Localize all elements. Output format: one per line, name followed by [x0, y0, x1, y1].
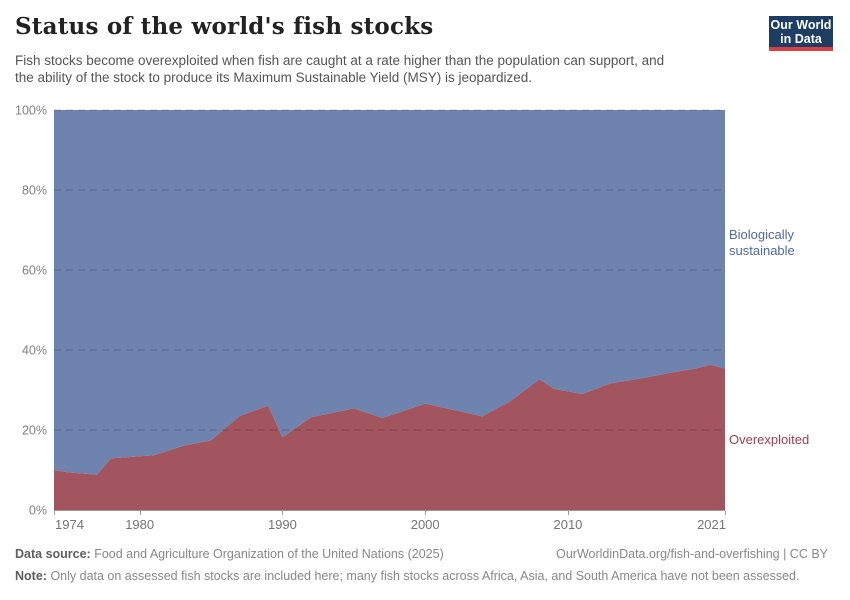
x-tick-label-2010: 2010 [553, 517, 582, 532]
owid-logo-line-2: in Data [780, 32, 822, 46]
series-label-biologically-sustainable: Biologically sustainable [729, 227, 795, 258]
chart-subtitle: Fish stocks become overexploited when fi… [15, 52, 664, 86]
area-overexploited[interactable] [54, 364, 725, 510]
subtitle-line-2: the ability of the stock to produce its … [15, 70, 532, 85]
x-tick-label-1990: 1990 [268, 517, 297, 532]
x-tick-label-2000: 2000 [411, 517, 440, 532]
x-tick-label-1974: 1974 [55, 517, 84, 532]
y-tick-label-40%: 40% [22, 344, 47, 358]
y-tick-label-20%: 20% [22, 424, 47, 438]
footer-source-row: Data source: Food and Agriculture Organi… [15, 546, 828, 563]
owid-credit-link[interactable]: OurWorldinData.org/fish-and-overfishing … [556, 547, 828, 561]
x-tick-label-2021: 2021 [697, 517, 726, 532]
chart-canvas: 1974 1980 1990 2000 2010 2021 0% 20% 40% 60% 80% 10… [15, 104, 726, 532]
y-tick-label-60%: 60% [22, 264, 47, 278]
area-biologically-sustainable[interactable] [54, 110, 725, 475]
owid-logo-line-1: Our World [770, 18, 832, 32]
x-tick-label-1980: 1980 [125, 517, 154, 532]
footer-note-row: Note: Only data on assessed fish stocks … [15, 568, 828, 585]
owid-logo[interactable]: Our World in Data [769, 16, 833, 51]
subtitle-line-1: Fish stocks become overexploited when fi… [15, 53, 665, 68]
stacked-area-chart: 1974 1980 1990 2000 2010 2021 0% 20% 40% 60% 80% 10… [0, 95, 850, 555]
y-tick-label-100%: 100% [15, 104, 47, 118]
y-tick-label-0%: 0% [29, 504, 47, 518]
data-source-text: Data source: Food and Agriculture Organi… [15, 547, 444, 561]
series-label-overexploited: Overexploited [729, 432, 810, 447]
note-label: Note: [15, 569, 47, 583]
y-tick-label-80%: 80% [22, 184, 47, 198]
page-title: Status of the world's fish stocks [15, 13, 434, 40]
chart-footer: Data source: Food and Agriculture Organi… [15, 546, 828, 585]
data-source-label: Data source: [15, 547, 91, 561]
note-text: Only data on assessed fish stocks are in… [50, 569, 800, 583]
